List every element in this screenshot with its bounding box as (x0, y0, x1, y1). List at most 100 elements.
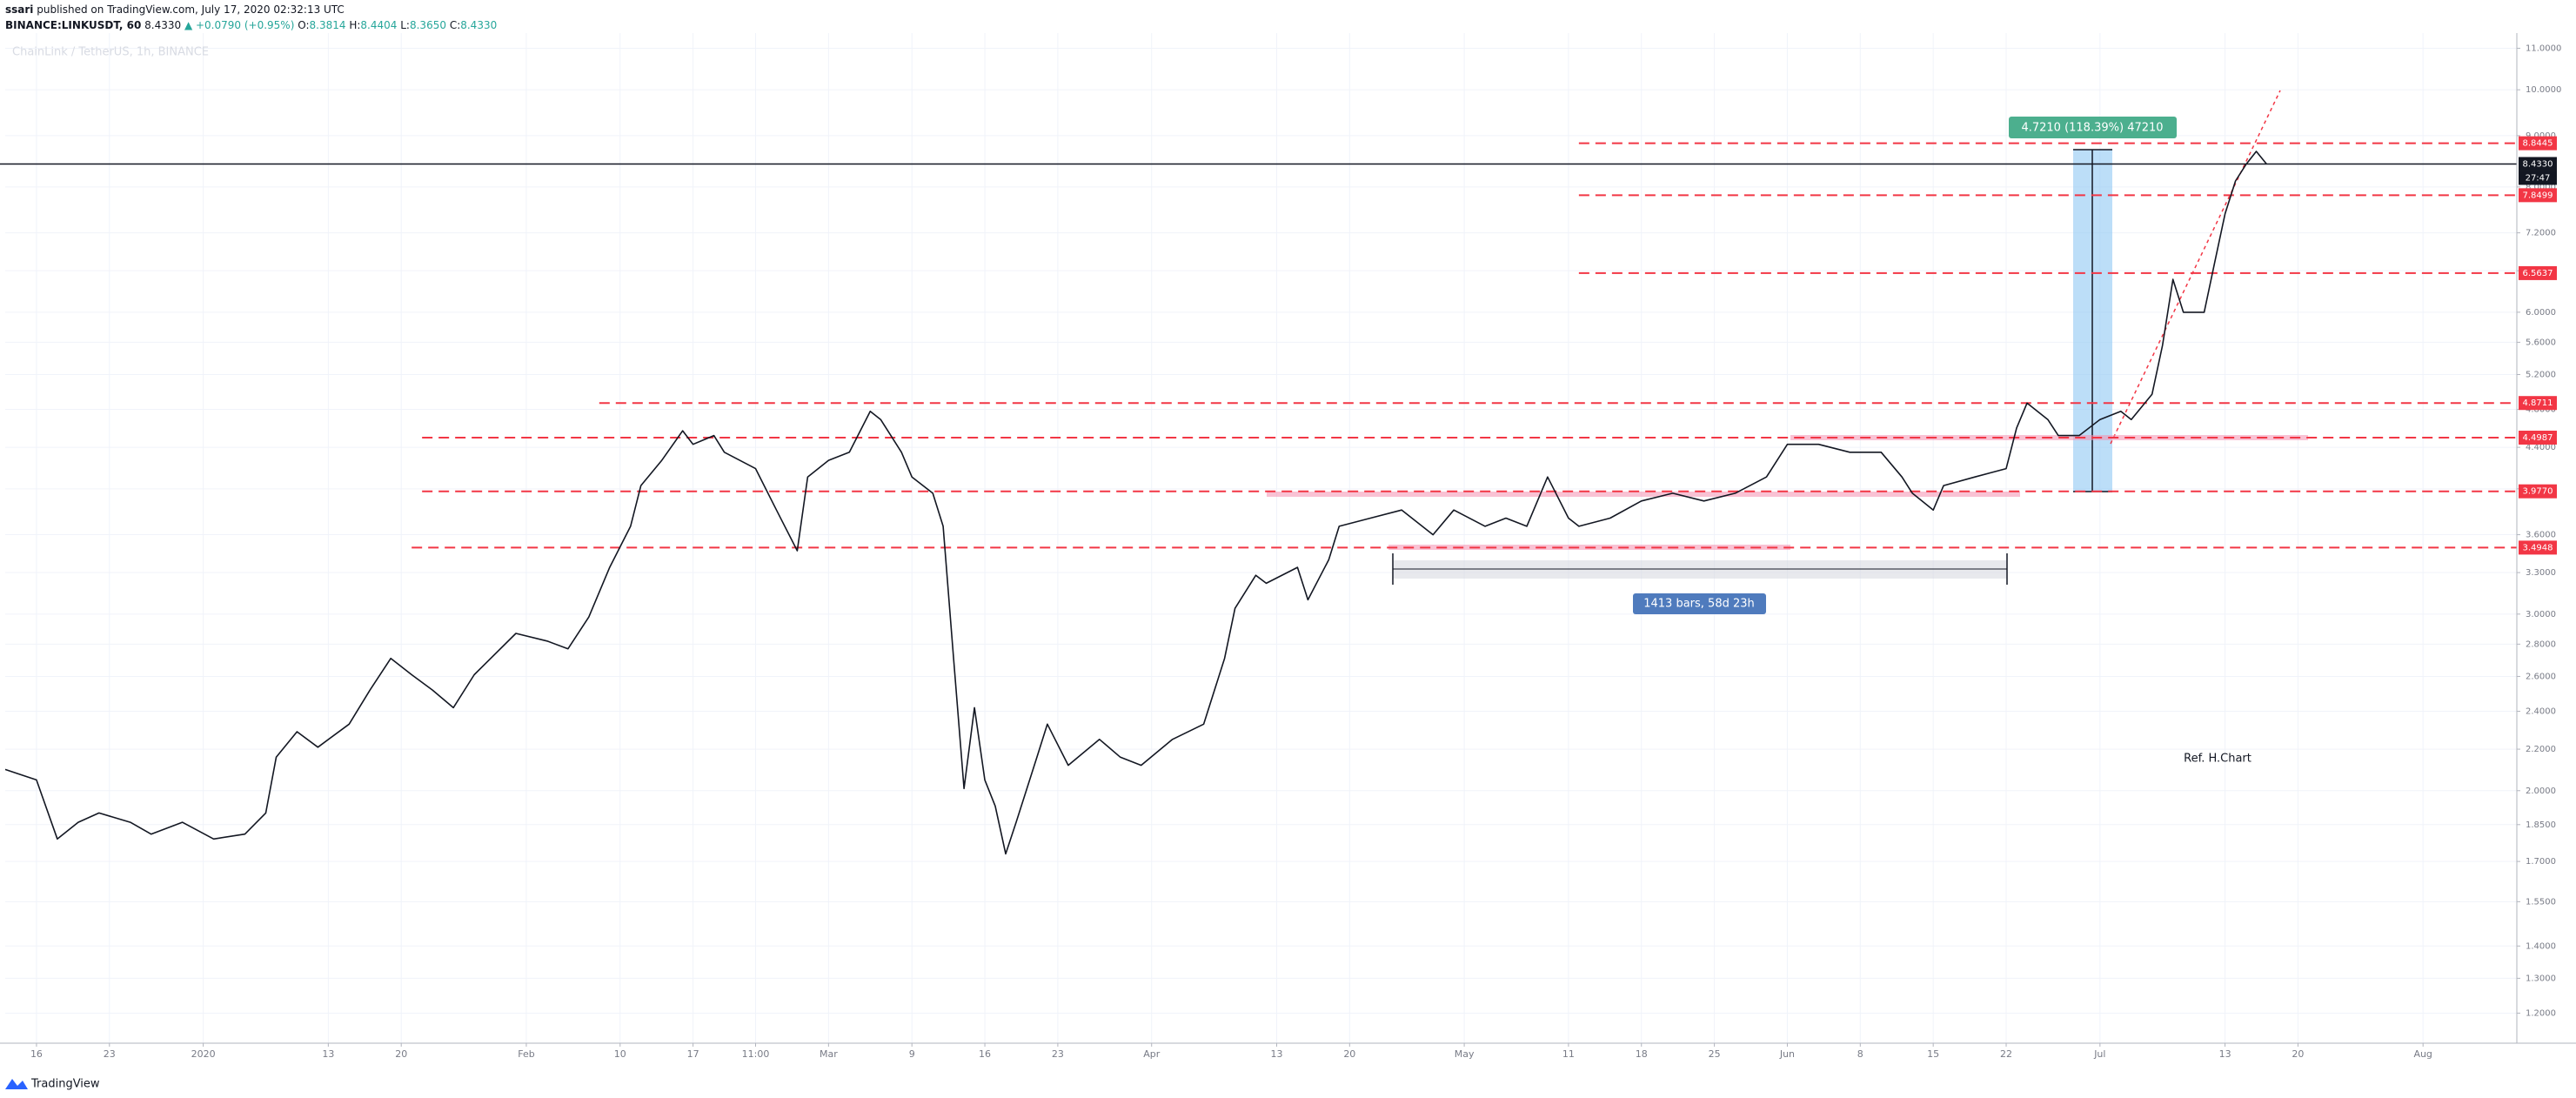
range-label: 1413 bars, 58d 23h (1643, 598, 1755, 611)
y-tick-label: 1.8500 (2526, 820, 2556, 830)
change: ▲ +0.0790 (+0.95%) (184, 19, 294, 31)
header-line-2: BINANCE:LINKUSDT, 60 8.4330 ▲ +0.0790 (+… (5, 19, 497, 31)
x-tick-label: 18 (1636, 1048, 1648, 1060)
x-tick-label: Feb (518, 1048, 534, 1060)
x-tick-label: Jun (1779, 1048, 1795, 1060)
level-label: 3.4948 (2523, 543, 2553, 552)
x-tick-label: 13 (1270, 1048, 1282, 1060)
x-tick-label: 22 (2000, 1048, 2012, 1060)
level-label: 8.8445 (2523, 139, 2553, 149)
x-tick-label: 25 (1709, 1048, 1721, 1060)
last-price-box (2519, 157, 2557, 171)
y-tick-label: 3.6000 (2526, 531, 2556, 540)
watermark: ChainLink / TetherUS, 1h, BINANCE (12, 46, 209, 59)
x-tick-label: 16 (979, 1048, 991, 1060)
ohlc-value: 8.3814 (310, 19, 346, 31)
y-tick-label: 1.7000 (2526, 857, 2556, 867)
y-tick-label: 9.0000 (2526, 131, 2556, 141)
level-label: 3.9770 (2523, 487, 2553, 497)
y-tick-label: 1.4000 (2526, 941, 2556, 951)
logo (5, 1079, 28, 1089)
ohlc-key: H: (349, 19, 360, 31)
y-tick-label: 3.0000 (2526, 610, 2556, 619)
x-tick-label: 10 (614, 1048, 626, 1060)
x-tick-label: 9 (909, 1048, 915, 1060)
y-tick-label: 5.6000 (2526, 338, 2556, 347)
level-label-box (2519, 188, 2557, 203)
x-tick-label: 13 (322, 1048, 334, 1060)
ohlc-value: 8.3650 (410, 19, 446, 31)
x-tick-label: Jul (2093, 1048, 2105, 1060)
measure-label-box (2009, 117, 2177, 138)
zone (1267, 492, 2020, 497)
ohlc-value: 8.4404 (360, 19, 397, 31)
x-tick-label: 8 (1857, 1048, 1863, 1060)
y-tick-label: 10.0000 (2526, 85, 2561, 95)
plot (0, 142, 2517, 855)
y-tick-label: 11.0000 (2526, 44, 2561, 53)
last: 8.4330 (144, 19, 181, 31)
x-tick-label: Mar (820, 1048, 838, 1060)
note: Ref. H.Chart (2184, 753, 2251, 766)
y-tick-label: 2.0000 (2526, 787, 2556, 796)
measure-label: 4.7210 (118.39%) 47210 (2021, 122, 2163, 135)
x-tick-label: 16 (30, 1048, 43, 1060)
y-tick-label: 2.4000 (2526, 707, 2556, 717)
level-label-box (2519, 540, 2557, 555)
ohlc-key: C: (450, 19, 460, 31)
y-tick-label: 7.2000 (2526, 229, 2556, 238)
countdown-box (2519, 171, 2557, 185)
x-tick-label: 15 (1927, 1048, 1939, 1060)
y-tick-label: 2.6000 (2526, 672, 2556, 681)
price-line (4, 151, 2268, 855)
x-tick-label: 20 (395, 1048, 407, 1060)
level-label-box (2519, 396, 2557, 411)
last-price-label: 8.4330 (2523, 159, 2553, 169)
level-label: 6.5637 (2523, 269, 2553, 278)
ohlc-key: O: (298, 19, 309, 31)
x-tick-label: 17 (687, 1048, 699, 1060)
x-tick-label: May (1455, 1048, 1475, 1060)
y-tick-label: 5.2000 (2526, 370, 2556, 379)
level-label: 4.4987 (2523, 433, 2553, 443)
y-tick-label: 3.3000 (2526, 568, 2556, 578)
level-label-box (2519, 265, 2557, 280)
x-tick-label: 20 (2292, 1048, 2304, 1060)
x-tick-label: 23 (104, 1048, 116, 1060)
level-label-box (2519, 484, 2557, 499)
axes: 11.000010.00009.00008.00007.20006.60006.… (30, 44, 2561, 1060)
x-tick-label: 11 (1562, 1048, 1575, 1060)
x-tick-label: 13 (2219, 1048, 2231, 1060)
trend-line (2110, 90, 2281, 445)
x-tick-label: Aug (2413, 1048, 2432, 1060)
x-tick-label: 23 (1052, 1048, 1064, 1060)
y-tick-label: 2.8000 (2526, 639, 2556, 649)
y-tick-label: 6.0000 (2526, 308, 2556, 318)
grid (5, 33, 2517, 1043)
x-tick-label: 2020 (191, 1048, 216, 1060)
x-tick-label: 11:00 (742, 1048, 770, 1060)
footer: TradingView (30, 1078, 100, 1091)
level-label: 7.8499 (2523, 191, 2553, 200)
y-tick-label: 1.5500 (2526, 897, 2556, 907)
countdown: 27:47 (2526, 173, 2551, 183)
symbol: BINANCE:LINKUSDT, 60 (5, 19, 141, 31)
x-tick-label: Apr (1143, 1048, 1161, 1060)
y-tick-label: 8.0000 (2526, 183, 2556, 192)
range-label-box (1633, 593, 1766, 614)
level-label: 4.8711 (2523, 398, 2553, 408)
y-tick-label: 2.2000 (2526, 745, 2556, 754)
y-tick-label: 4.4000 (2526, 443, 2556, 452)
ohlc-value: 8.4330 (460, 19, 497, 31)
y-tick-label: 1.2000 (2526, 1008, 2556, 1018)
ohlc-key: L: (400, 19, 410, 31)
level-label-box (2519, 431, 2557, 445)
published: published on TradingView.com, July 17, 2… (37, 3, 345, 16)
author: ssari (5, 3, 33, 16)
x-tick-label: 20 (1343, 1048, 1355, 1060)
level-label-box (2519, 136, 2557, 151)
y-tick-label: 1.3000 (2526, 974, 2556, 983)
header-line-1: ssari published on TradingView.com, July… (5, 3, 345, 16)
